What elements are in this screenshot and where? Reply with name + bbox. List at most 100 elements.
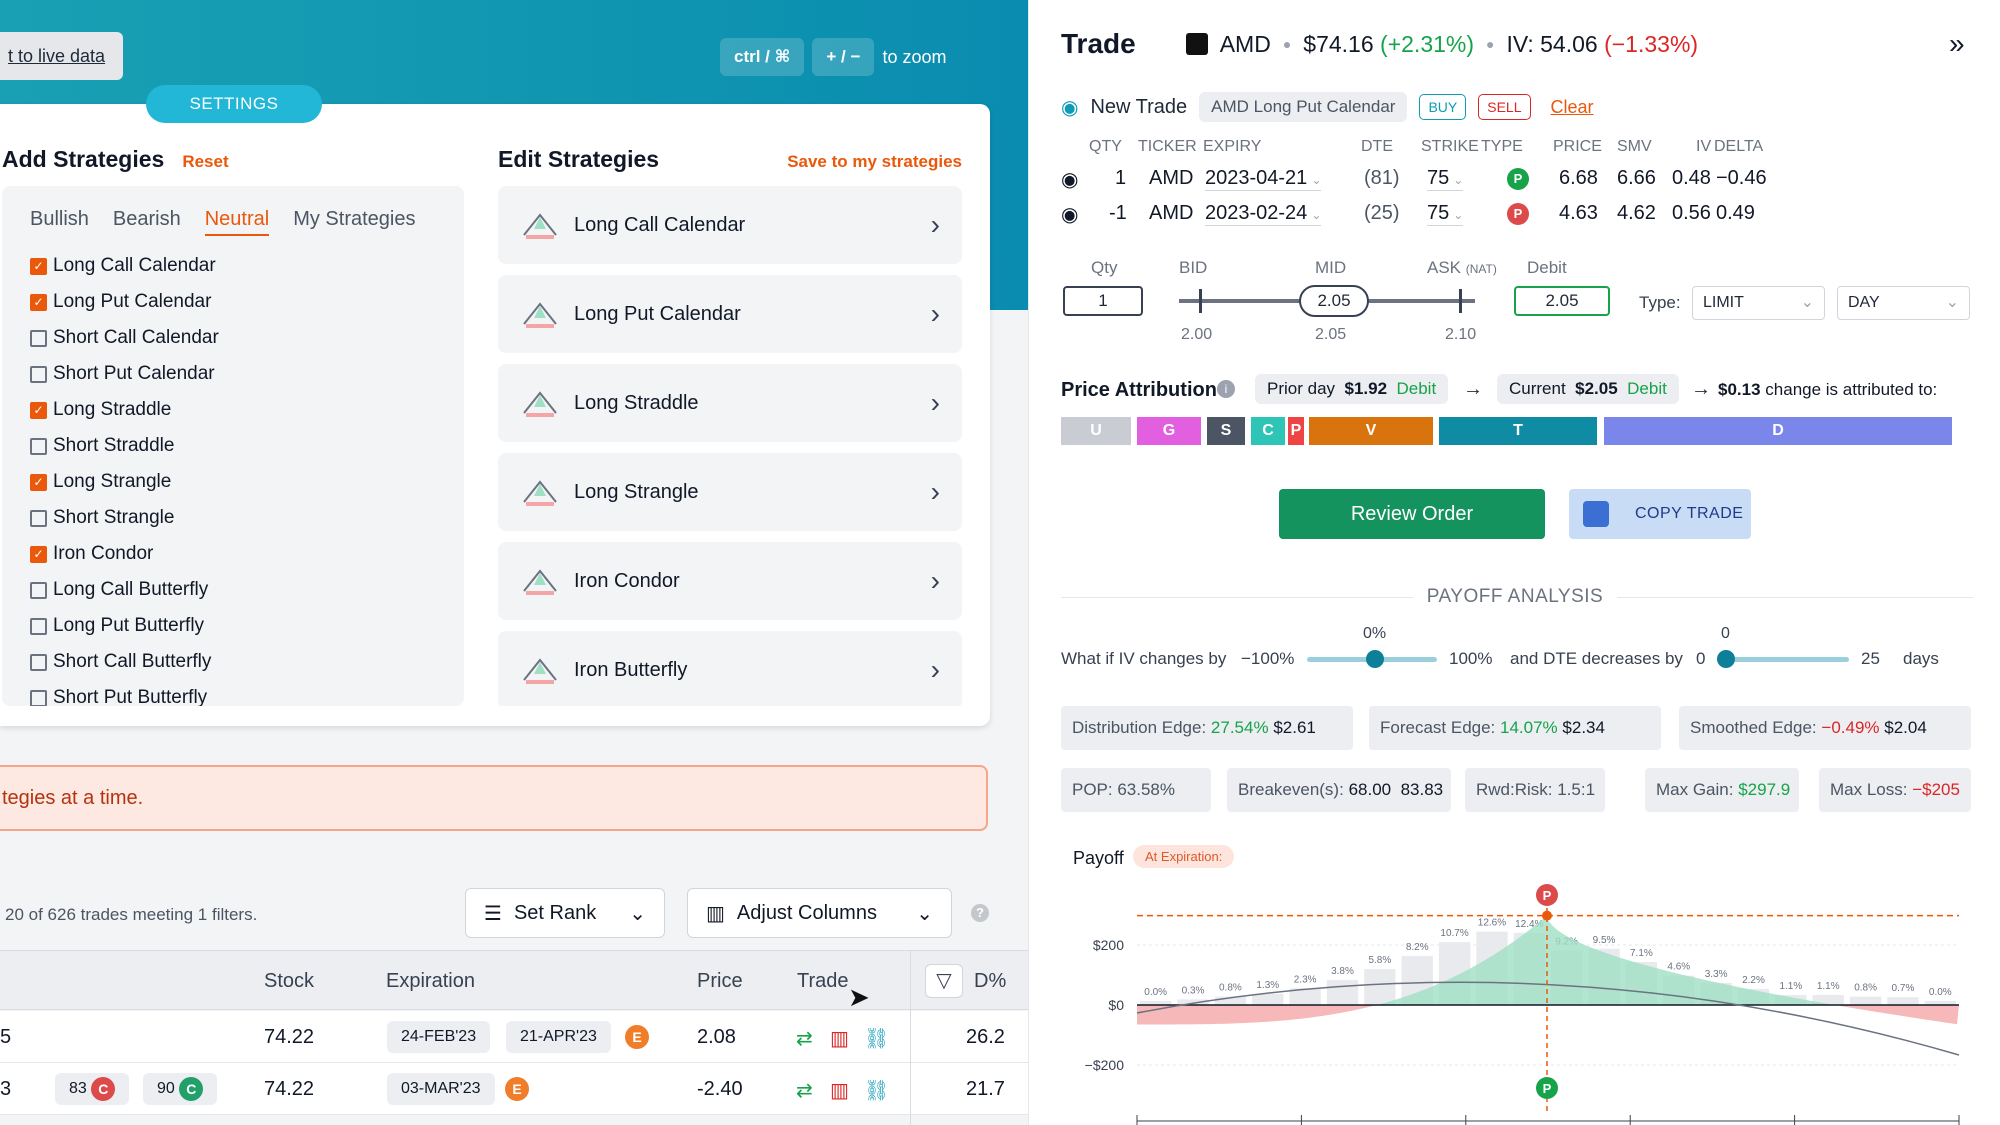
review-order-button[interactable]: Review Order bbox=[1279, 489, 1545, 539]
checkbox-checked-icon[interactable]: ✓ bbox=[30, 473, 47, 491]
edit-strategy-item[interactable]: Long Call Calendar › bbox=[498, 186, 962, 264]
dte-slider[interactable] bbox=[1719, 657, 1849, 662]
strategy-checkbox[interactable]: Long Call Butterfly bbox=[30, 572, 464, 608]
link-icon[interactable]: ⛓ bbox=[864, 1028, 890, 1050]
reset-button[interactable]: Reset bbox=[182, 152, 229, 171]
table-row[interactable]: 3 P 83 C 90 C 74.22 03-MAR'23 E -2.40 ⇄ … bbox=[0, 1063, 1028, 1115]
leg-strike-select[interactable]: 75 ⌄ bbox=[1427, 167, 1464, 191]
swap-icon[interactable]: ⇄ bbox=[796, 1028, 813, 1050]
checkbox-unchecked-icon[interactable] bbox=[30, 689, 47, 706]
strategy-checkbox[interactable]: ✓ Long Put Calendar bbox=[30, 284, 464, 320]
chart-icon[interactable]: ▥ bbox=[830, 1028, 849, 1050]
swap-icon[interactable]: ⇄ bbox=[796, 1080, 813, 1102]
at-expiration-badge[interactable]: At Expiration: bbox=[1133, 845, 1235, 868]
strategy-checkbox[interactable]: ✓ Long Strangle bbox=[30, 464, 464, 500]
checkbox-unchecked-icon[interactable] bbox=[30, 581, 47, 599]
put-type-badge[interactable]: P bbox=[1507, 203, 1529, 225]
copy-trade-button[interactable]: COPY TRADE bbox=[1569, 489, 1751, 539]
table-row[interactable]: 5 P 74.22 24-FEB'23 21-APR'23 E 2.08 ⇄ ▥… bbox=[0, 1011, 1028, 1063]
help-icon[interactable]: ? bbox=[971, 904, 989, 922]
tab-my-strategies[interactable]: My Strategies bbox=[293, 208, 416, 230]
attribution-segment[interactable]: P bbox=[1288, 417, 1304, 445]
tab-neutral[interactable]: Neutral bbox=[204, 208, 270, 236]
buy-button[interactable]: BUY bbox=[1419, 94, 1467, 120]
checkbox-unchecked-icon[interactable] bbox=[30, 329, 47, 347]
checkbox-unchecked-icon[interactable] bbox=[30, 365, 47, 383]
copy-icon bbox=[1583, 501, 1609, 527]
collapse-panel-icon[interactable]: » bbox=[1949, 28, 1965, 59]
edit-strategy-item[interactable]: Long Put Calendar › bbox=[498, 275, 962, 353]
sliders-icon: ☰ bbox=[484, 902, 502, 925]
checkbox-checked-icon[interactable]: ✓ bbox=[30, 257, 47, 275]
distribution-label: 1.1% bbox=[1817, 981, 1840, 992]
price-slider-handle[interactable]: 2.05 bbox=[1299, 285, 1369, 317]
strategy-checkbox[interactable]: ✓ Long Straddle bbox=[30, 392, 464, 428]
order-type-select[interactable]: LIMIT ⌄ bbox=[1692, 286, 1825, 320]
filter-icon[interactable]: ▽ bbox=[925, 964, 963, 998]
checkbox-checked-icon[interactable]: ✓ bbox=[30, 293, 47, 311]
checkbox-unchecked-icon[interactable] bbox=[30, 437, 47, 455]
strategy-checkbox[interactable]: Short Call Calendar bbox=[30, 320, 464, 356]
checkbox-unchecked-icon[interactable] bbox=[30, 653, 47, 671]
attribution-segment[interactable]: U bbox=[1061, 417, 1131, 445]
attribution-segment[interactable]: T bbox=[1439, 417, 1597, 445]
iv-slider-knob[interactable] bbox=[1366, 650, 1384, 668]
attribution-segment[interactable]: S bbox=[1207, 417, 1245, 445]
eye-icon[interactable]: ◉ bbox=[1061, 96, 1079, 119]
strategy-checkbox[interactable]: Short Call Butterfly bbox=[30, 644, 464, 680]
strategy-payoff-icon bbox=[523, 569, 557, 595]
attribution-segment[interactable]: V bbox=[1309, 417, 1433, 445]
checkbox-unchecked-icon[interactable] bbox=[30, 617, 47, 635]
sell-button[interactable]: SELL bbox=[1478, 94, 1531, 120]
tab-bullish[interactable]: Bullish bbox=[30, 208, 89, 230]
strategy-checkbox[interactable]: Short Put Butterfly bbox=[30, 680, 464, 706]
qty-stepper[interactable]: 1 bbox=[1063, 286, 1143, 316]
eye-icon[interactable]: ◉ bbox=[1061, 169, 1079, 191]
settings-tab[interactable]: SETTINGS bbox=[146, 85, 322, 123]
time-in-force-value: DAY bbox=[1848, 294, 1880, 311]
eye-icon[interactable]: ◉ bbox=[1061, 204, 1079, 226]
checkbox-checked-icon[interactable]: ✓ bbox=[30, 401, 47, 419]
checkbox-checked-icon[interactable]: ✓ bbox=[30, 545, 47, 563]
strategy-checkbox[interactable]: Short Straddle bbox=[30, 428, 464, 464]
leg-expiry-select[interactable]: 2023-04-21 ⌄ bbox=[1205, 167, 1322, 191]
edit-strategy-item[interactable]: Long Strangle › bbox=[498, 453, 962, 531]
strategy-checkbox[interactable]: Long Put Butterfly bbox=[30, 608, 464, 644]
dte-slider-knob[interactable] bbox=[1717, 650, 1735, 668]
strategy-checkbox[interactable]: Short Strangle bbox=[30, 500, 464, 536]
debit-input[interactable]: 2.05 bbox=[1514, 286, 1610, 316]
clear-link[interactable]: Clear bbox=[1550, 96, 1594, 117]
call-badge: C bbox=[91, 1076, 116, 1101]
col-stock[interactable]: Stock bbox=[264, 970, 315, 992]
tab-bearish[interactable]: Bearish bbox=[112, 208, 181, 230]
save-to-my-strategies-link[interactable]: Save to my strategies bbox=[787, 152, 962, 171]
edit-strategy-item[interactable]: Iron Butterfly › bbox=[498, 631, 962, 706]
strategy-checkbox[interactable]: ✓ Long Call Calendar bbox=[30, 248, 464, 284]
set-rank-button[interactable]: ☰ Set Rank ⌄ bbox=[465, 888, 665, 938]
edit-strategy-item[interactable]: Iron Condor › bbox=[498, 542, 962, 620]
col-price[interactable]: Price bbox=[697, 970, 743, 992]
col-d-percent[interactable]: D% bbox=[974, 970, 1007, 992]
put-badge: P bbox=[16, 1028, 26, 1044]
separator-dot: ● bbox=[1282, 36, 1292, 52]
back-to-live-data-link[interactable]: t to live data bbox=[0, 32, 124, 80]
attribution-segment[interactable]: C bbox=[1251, 417, 1285, 445]
col-expiration[interactable]: Expiration bbox=[386, 970, 475, 992]
adjust-columns-button[interactable]: ▥ Adjust Columns ⌄ bbox=[687, 888, 952, 938]
link-icon[interactable]: ⛓ bbox=[864, 1080, 890, 1102]
col-trade[interactable]: Trade bbox=[797, 970, 849, 992]
settings-card: Add Strategies Reset Bullish Bearish Neu… bbox=[0, 104, 990, 726]
info-icon[interactable]: i bbox=[1217, 380, 1235, 398]
leg-strike-select[interactable]: 75 ⌄ bbox=[1427, 202, 1464, 226]
attribution-segment[interactable]: G bbox=[1137, 417, 1201, 445]
strategy-checkbox[interactable]: ✓ Iron Condor bbox=[30, 536, 464, 572]
leg-expiry-select[interactable]: 2023-02-24 ⌄ bbox=[1205, 202, 1322, 226]
put-type-badge[interactable]: P bbox=[1507, 168, 1529, 190]
strategy-checkbox[interactable]: Short Put Calendar bbox=[30, 356, 464, 392]
iv-slider-value: 0% bbox=[1363, 625, 1387, 642]
checkbox-unchecked-icon[interactable] bbox=[30, 509, 47, 527]
attribution-segment[interactable]: D bbox=[1604, 417, 1952, 445]
edit-strategy-item[interactable]: Long Straddle › bbox=[498, 364, 962, 442]
chart-icon[interactable]: ▥ bbox=[830, 1080, 849, 1102]
time-in-force-select[interactable]: DAY ⌄ bbox=[1837, 286, 1970, 320]
